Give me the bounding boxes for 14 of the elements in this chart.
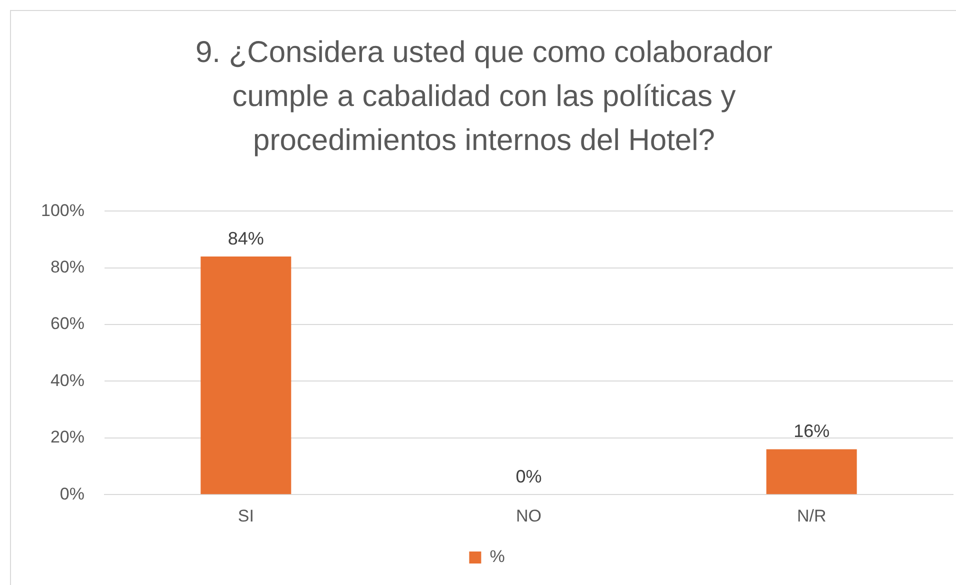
y-tick-label: 0% — [60, 484, 84, 504]
legend-label: % — [490, 547, 505, 566]
x-tick-label: NO — [516, 506, 542, 526]
y-tick-label: 100% — [40, 200, 84, 220]
chart-title: 9. ¿Considera usted que como colaborador cumple a cabalidad con las políticas y procedimientos internos del Hotel? — [194, 35, 774, 159]
y-tick-label: 20% — [50, 428, 84, 447]
y-tick-label: 60% — [50, 314, 84, 334]
data-label: 16% — [794, 421, 830, 442]
y-tick-label: 80% — [50, 258, 84, 277]
x-tick-label: SI — [238, 506, 254, 526]
x-tick-label: N/R — [796, 506, 826, 526]
data-label: 0% — [516, 466, 542, 487]
y-tick-label: 40% — [50, 370, 84, 390]
data-label: 84% — [228, 228, 264, 249]
